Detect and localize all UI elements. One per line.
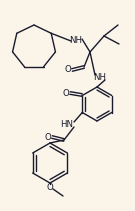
Text: O: O [47,183,53,192]
Text: HN: HN [60,119,73,128]
Text: O: O [45,133,51,142]
Text: NH: NH [70,35,82,45]
Text: NH: NH [94,73,107,83]
Text: O: O [63,88,69,97]
Text: O: O [65,65,71,74]
